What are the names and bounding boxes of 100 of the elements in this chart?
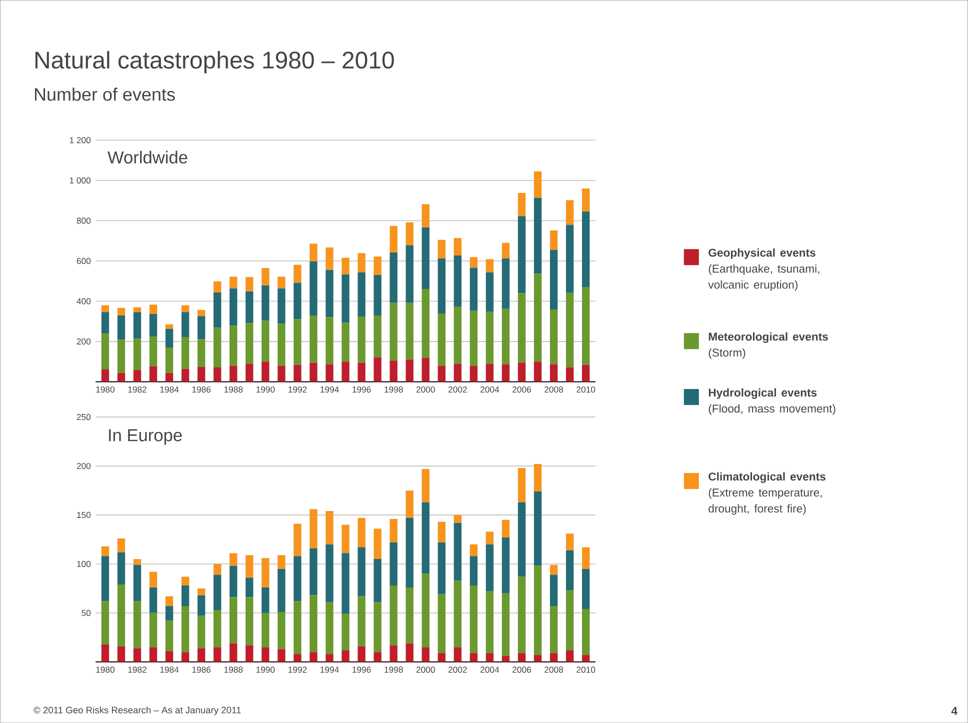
bar bbox=[406, 643, 414, 662]
bar bbox=[133, 370, 142, 382]
bar bbox=[486, 259, 494, 272]
x-tick-label: 1986 bbox=[192, 666, 211, 673]
bar bbox=[502, 520, 510, 538]
bar bbox=[294, 601, 302, 654]
bar bbox=[181, 312, 190, 337]
y-tick-label: 50 bbox=[82, 610, 91, 616]
bar bbox=[486, 591, 494, 654]
x-tick-label: 1990 bbox=[256, 666, 275, 673]
bar bbox=[550, 230, 558, 250]
bar bbox=[149, 304, 158, 314]
bar bbox=[294, 319, 302, 365]
bar bbox=[438, 522, 446, 542]
text: © 2011 Geo Risks Research – As at January 2011 bbox=[34, 706, 241, 716]
bar bbox=[246, 277, 254, 292]
bar bbox=[214, 328, 222, 368]
x-tick-label: 1998 bbox=[384, 666, 403, 673]
x-tick-label: 2004 bbox=[480, 386, 500, 393]
bar bbox=[518, 362, 526, 382]
bar bbox=[214, 281, 222, 292]
y-tick-label: 200 bbox=[76, 462, 91, 470]
bar bbox=[342, 322, 350, 362]
bar bbox=[165, 620, 174, 652]
bar bbox=[262, 362, 270, 382]
bar bbox=[566, 367, 574, 382]
y-tick-label: 1 200 bbox=[70, 137, 91, 144]
legend-label: Climatological events (Extreme temperature, drought, forest fire) bbox=[708, 472, 826, 515]
bar bbox=[310, 595, 318, 652]
bar bbox=[454, 522, 462, 581]
bar bbox=[470, 653, 478, 662]
bar bbox=[422, 358, 430, 382]
bar bbox=[422, 288, 430, 358]
bar bbox=[390, 585, 398, 646]
bar bbox=[550, 653, 558, 662]
bar bbox=[342, 614, 350, 650]
bar bbox=[390, 518, 398, 542]
bar bbox=[438, 240, 446, 258]
bar bbox=[406, 360, 414, 382]
bar bbox=[374, 274, 382, 316]
bar bbox=[518, 468, 526, 502]
bar bbox=[422, 468, 430, 502]
bar bbox=[470, 310, 478, 366]
bar bbox=[390, 645, 398, 662]
y-tick-label: 800 bbox=[76, 218, 91, 224]
bar bbox=[181, 606, 190, 652]
y-tick-label: 400 bbox=[76, 298, 91, 304]
bar bbox=[278, 612, 286, 650]
bar bbox=[246, 364, 254, 382]
bar bbox=[230, 597, 238, 644]
bar bbox=[422, 574, 430, 648]
bar bbox=[534, 274, 542, 362]
bar bbox=[342, 274, 350, 323]
bar bbox=[278, 366, 286, 382]
bar bbox=[486, 653, 494, 662]
bar bbox=[534, 654, 542, 662]
bar bbox=[165, 324, 174, 329]
bar bbox=[101, 556, 110, 602]
bar bbox=[230, 643, 238, 662]
bar bbox=[502, 242, 510, 258]
bar bbox=[518, 216, 526, 294]
bar bbox=[310, 315, 318, 363]
bar bbox=[149, 314, 158, 336]
bar bbox=[534, 566, 542, 655]
bar bbox=[117, 538, 126, 552]
bar bbox=[117, 372, 126, 382]
x-tick-label: 2006 bbox=[512, 666, 531, 673]
bar bbox=[117, 315, 126, 340]
bar bbox=[214, 564, 222, 575]
bar bbox=[149, 336, 158, 366]
bar bbox=[214, 367, 222, 382]
bar bbox=[326, 247, 334, 270]
x-tick-label: 1994 bbox=[320, 386, 339, 393]
bar bbox=[454, 647, 462, 662]
bar bbox=[550, 250, 558, 310]
bar bbox=[214, 292, 222, 328]
bar bbox=[390, 252, 398, 303]
x-tick-label: 1996 bbox=[352, 386, 371, 393]
bar bbox=[246, 645, 254, 662]
bar bbox=[518, 653, 526, 662]
x-tick-label: 2002 bbox=[448, 386, 467, 393]
bar bbox=[422, 502, 430, 574]
bar bbox=[310, 509, 318, 548]
bar bbox=[454, 514, 462, 523]
bar bbox=[117, 584, 126, 646]
bar bbox=[518, 192, 526, 216]
bar bbox=[230, 276, 238, 288]
bar bbox=[149, 647, 158, 662]
bar bbox=[326, 544, 334, 602]
bar bbox=[550, 564, 558, 575]
bar bbox=[101, 312, 110, 334]
bar bbox=[149, 366, 158, 382]
bar bbox=[358, 547, 366, 596]
bar bbox=[582, 364, 590, 382]
bar bbox=[454, 238, 462, 256]
bar bbox=[149, 587, 158, 613]
bar bbox=[198, 648, 206, 662]
bar bbox=[326, 317, 334, 364]
bar bbox=[358, 362, 366, 382]
bar bbox=[181, 585, 190, 606]
